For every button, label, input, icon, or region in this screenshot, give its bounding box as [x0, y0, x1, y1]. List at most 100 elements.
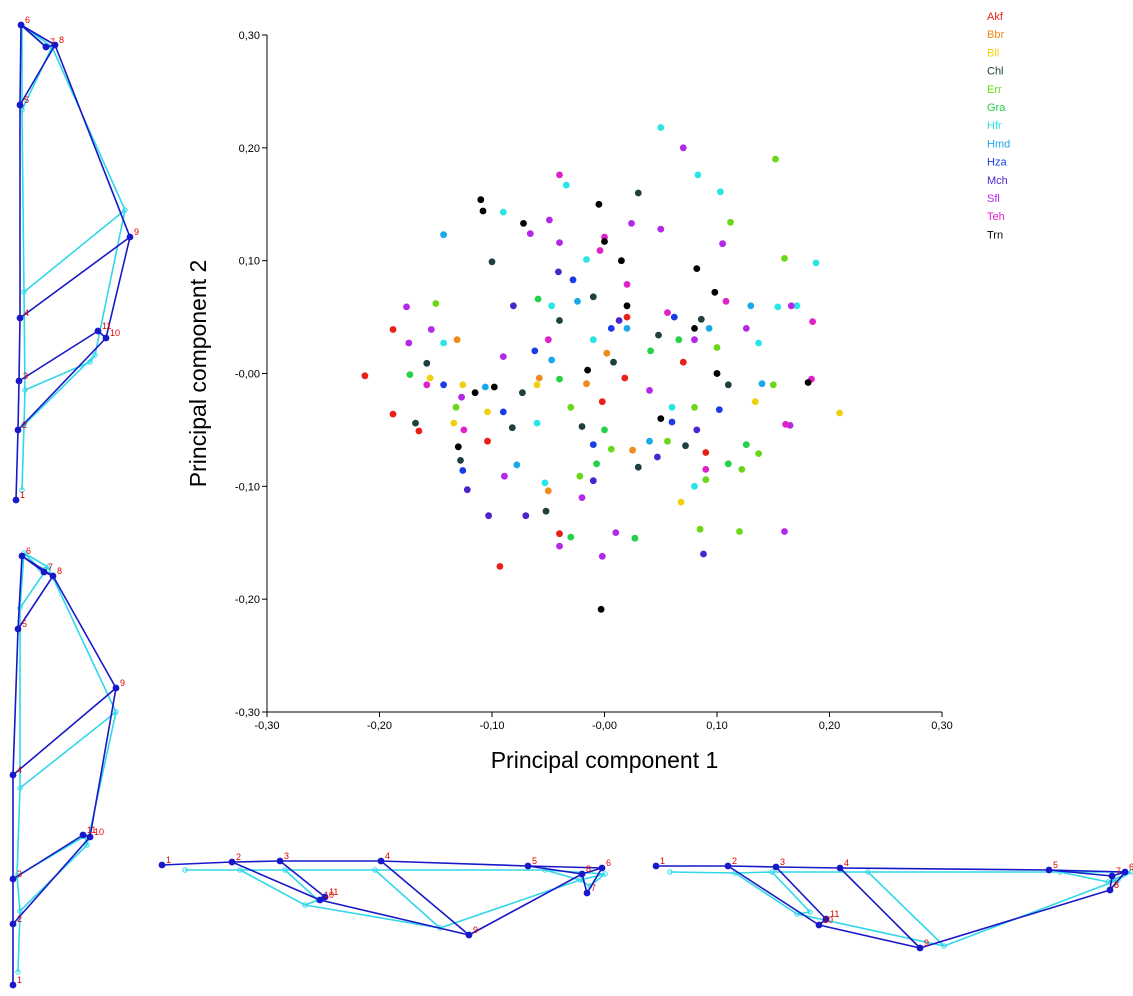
data-point-hmd [623, 325, 631, 332]
mean-shape-edge [468, 873, 583, 936]
mean-shape-edge [231, 861, 321, 901]
data-point-bbr [544, 487, 552, 495]
landmark-label: 7 [1116, 866, 1121, 876]
landmark-label: 4 [17, 765, 22, 775]
mean-shape-edge [161, 861, 233, 866]
landmark-label: 5 [532, 856, 537, 866]
landmark-marker [113, 709, 119, 715]
landmark-marker [667, 869, 673, 875]
x-tick-label: -0,20 [367, 720, 392, 732]
x-tick-label: 0,10 [706, 720, 727, 732]
landmark-dot [51, 41, 59, 49]
data-point-trn [657, 415, 665, 422]
data-point-err [452, 403, 460, 411]
mean-shape-edge [17, 380, 20, 431]
data-point-sfl [628, 220, 635, 227]
data-point-akf [621, 374, 629, 382]
landmark-dot [524, 862, 532, 870]
legend-entry-chl: Chl [987, 66, 1004, 78]
data-point-chl [556, 317, 563, 324]
mean-shape-edge [279, 860, 326, 898]
landmark-dot [1106, 886, 1114, 894]
data-point-hfr [583, 256, 590, 263]
data-point-err [736, 528, 743, 535]
landmark-marker [17, 785, 23, 791]
landmark-marker [17, 908, 23, 914]
landmark-label: 9 [924, 938, 929, 948]
y-axis-title: Principal component 2 [185, 260, 211, 488]
data-point-trn [520, 220, 527, 227]
landmark-label: 9 [473, 925, 478, 935]
landmark-label: 9 [134, 227, 139, 237]
landmark-label: 1 [660, 856, 665, 866]
deformed-shape-edge [16, 787, 21, 877]
scatter-plot: -0,30 -0,20 -0,10 -0,00 0,10 0,20 0,30 0,30 0,20… [185, 30, 953, 773]
data-point-teh [722, 297, 730, 305]
data-point-sfl [556, 239, 563, 247]
data-point-bbr [453, 336, 461, 344]
data-point-hfr [691, 482, 698, 490]
data-point-trn [618, 257, 625, 265]
data-point-gra [742, 441, 750, 448]
data-point-sfl [501, 472, 508, 480]
x-tick-label: 0,30 [931, 720, 952, 732]
landmark-dot [321, 893, 329, 901]
data-point-trn [623, 302, 631, 310]
landmark-dot [1045, 866, 1053, 874]
data-point-mch [654, 453, 661, 461]
data-point-trn [804, 379, 812, 386]
data-point-err [702, 476, 710, 483]
data-point-mch [522, 512, 530, 520]
data-point-sfl [679, 144, 687, 152]
landmark-label: 3 [284, 851, 289, 861]
landmark-marker [807, 909, 813, 915]
mean-shape-edge [1048, 869, 1126, 873]
x-tick-label: -0,10 [479, 720, 504, 732]
data-point-hfr [717, 188, 724, 196]
data-point-chl [542, 507, 550, 515]
mean-shape-edge [17, 575, 54, 630]
data-point-akf [389, 326, 397, 333]
mean-shape-edge [15, 429, 19, 501]
deformed-shape-edge [943, 879, 1119, 947]
data-point-gra [406, 371, 414, 378]
landmark-label: 2 [732, 856, 737, 866]
landmark-label: 6 [25, 15, 30, 25]
data-point-bll [450, 419, 458, 427]
landmark-dot [14, 625, 22, 633]
landmark-dot [12, 496, 20, 504]
legend-entry-gra: Gra [987, 102, 1006, 114]
data-point-teh [702, 466, 710, 473]
landmark-marker [282, 867, 288, 873]
data-point-sfl [499, 353, 507, 360]
landmark-label: 10 [823, 915, 833, 925]
landmark-dot [79, 831, 87, 839]
data-point-hmd [481, 383, 489, 391]
landmark-marker [302, 902, 308, 908]
data-point-gra [534, 295, 542, 303]
mean-shape-edge [18, 317, 21, 382]
landmark-marker [372, 867, 378, 873]
data-point-hza [607, 325, 615, 332]
landmark-dot [16, 101, 24, 109]
mean-shape-edge [581, 867, 603, 875]
data-point-err [691, 403, 698, 411]
data-point-trn [595, 200, 603, 208]
legend-entry-bbr: Bbr [987, 29, 1004, 41]
data-point-gra [724, 460, 732, 468]
landmark-dot [822, 915, 830, 923]
landmark-label: 2 [17, 914, 22, 924]
mean-shape-edge [586, 867, 603, 894]
data-point-hmd [548, 356, 555, 364]
mean-shape-edge [17, 555, 23, 630]
data-point-mch [589, 477, 597, 485]
data-point-mch [485, 512, 492, 520]
landmark-marker [21, 289, 27, 295]
mean-shape-edge [527, 865, 583, 875]
landmark-label: 10 [324, 890, 334, 900]
landmark-label: 5 [1053, 860, 1058, 870]
deformed-shape-edge [23, 389, 26, 426]
landmark-marker [1128, 869, 1133, 875]
data-point-err [772, 155, 779, 163]
data-points [361, 124, 843, 613]
